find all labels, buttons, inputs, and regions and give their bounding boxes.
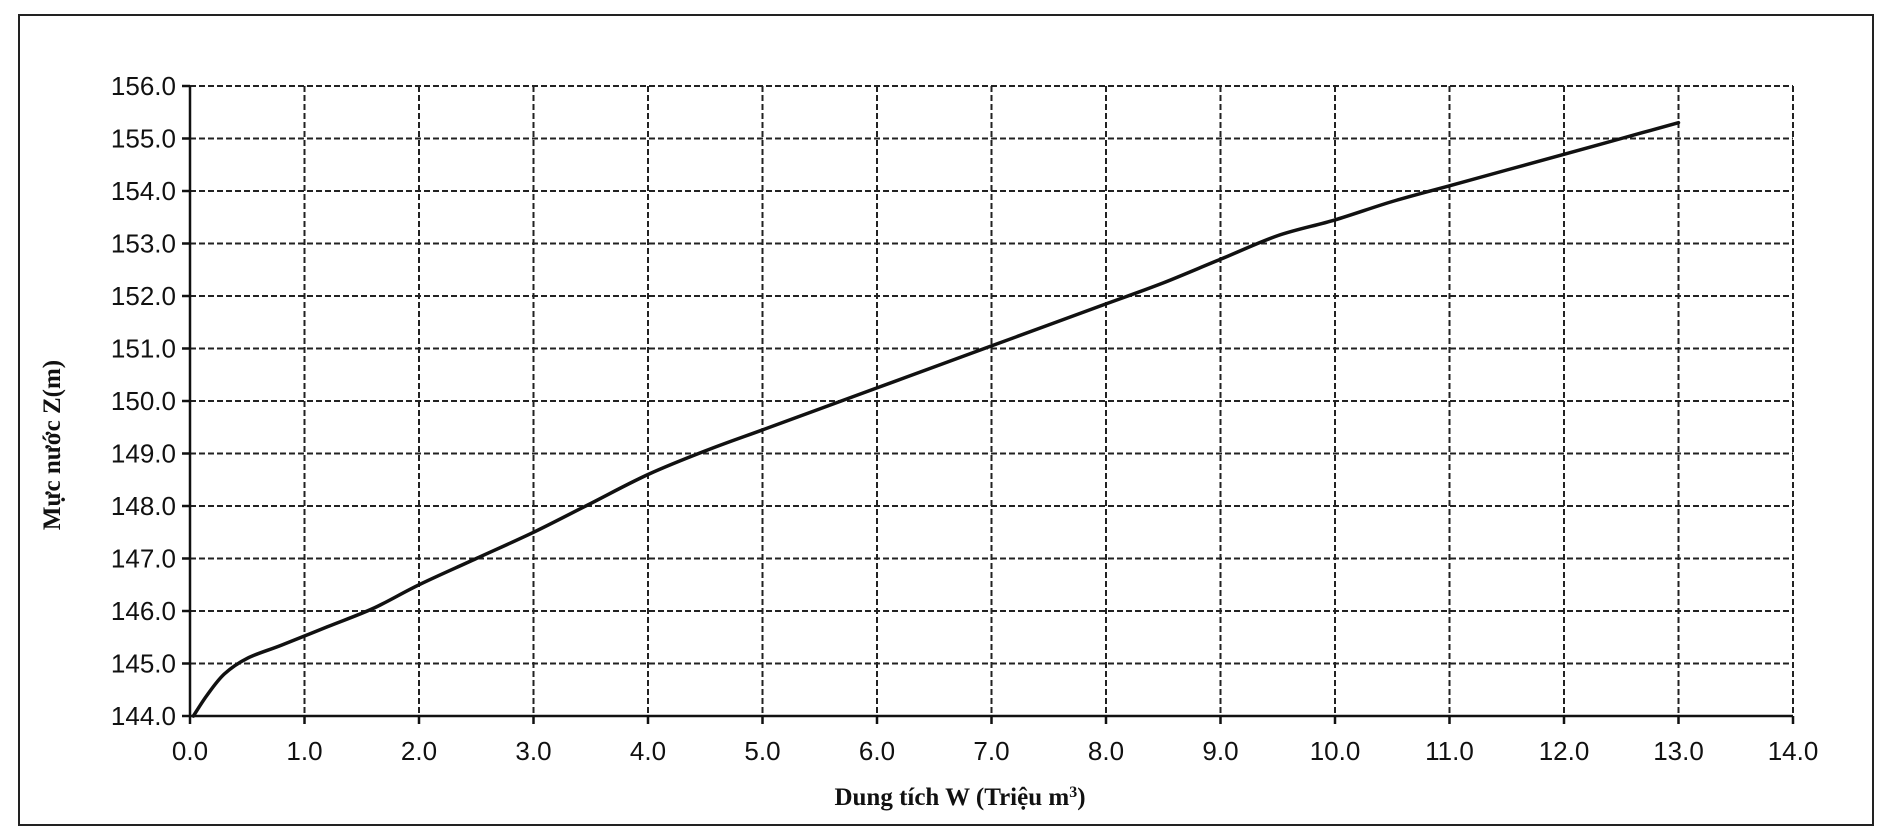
x-tick-label: 7.0 <box>973 736 1009 766</box>
y-tick-label: 146.0 <box>111 596 176 626</box>
x-tick-label: 12.0 <box>1539 736 1590 766</box>
x-tick-label: 8.0 <box>1088 736 1124 766</box>
x-axis-label: Dung tích W (Triệu m3) <box>834 784 1085 812</box>
x-tick-label: 5.0 <box>744 736 780 766</box>
y-tick-label: 145.0 <box>111 649 176 679</box>
x-tick-label: 6.0 <box>859 736 895 766</box>
y-tick-label: 152.0 <box>111 281 176 311</box>
series-line <box>191 120 1681 718</box>
y-tick-label: 150.0 <box>111 386 176 416</box>
x-tick-label: 1.0 <box>286 736 322 766</box>
x-tick-label: 13.0 <box>1653 736 1704 766</box>
y-tick-label: 149.0 <box>111 439 176 469</box>
y-tick-label: 154.0 <box>111 176 176 206</box>
x-tick-label: 10.0 <box>1310 736 1361 766</box>
x-tick-label: 11.0 <box>1425 736 1474 766</box>
x-tick-label: 9.0 <box>1202 736 1238 766</box>
grid-lines <box>190 85 1794 716</box>
y-tick-label: 148.0 <box>111 491 176 521</box>
x-axis-label-end: ) <box>1077 784 1085 811</box>
x-tick-label: 3.0 <box>515 736 551 766</box>
y-tick-label: 156.0 <box>111 71 176 101</box>
x-axis-label-main: Dung tích W (Triệu m <box>834 784 1069 811</box>
x-tick-label: 14.0 <box>1768 736 1819 766</box>
y-tick-label: 151.0 <box>111 334 176 364</box>
y-tick-label: 147.0 <box>111 544 176 574</box>
x-tick-label: 4.0 <box>630 736 666 766</box>
y-axis-label: Mực nước Z(m) <box>39 360 66 530</box>
tick-labels: 0.0 1.0 2.0 3.0 4.0 5.0 6.0 7.0 8.0 9.0 10.0 11.0 12… <box>111 71 1818 766</box>
x-tick-label: 2.0 <box>401 736 437 766</box>
x-axis-label-sup: 3 <box>1069 784 1077 801</box>
y-tick-label: 155.0 <box>111 124 176 154</box>
axes <box>182 84 1795 724</box>
y-tick-label: 153.0 <box>111 229 176 259</box>
y-tick-label: 144.0 <box>111 701 176 731</box>
x-tick-label: 0.0 <box>172 736 208 766</box>
